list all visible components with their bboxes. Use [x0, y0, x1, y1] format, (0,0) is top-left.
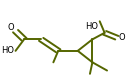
Text: HO: HO	[86, 22, 99, 31]
Text: O: O	[118, 33, 125, 42]
Text: HO: HO	[1, 46, 14, 55]
Text: O: O	[8, 23, 14, 32]
